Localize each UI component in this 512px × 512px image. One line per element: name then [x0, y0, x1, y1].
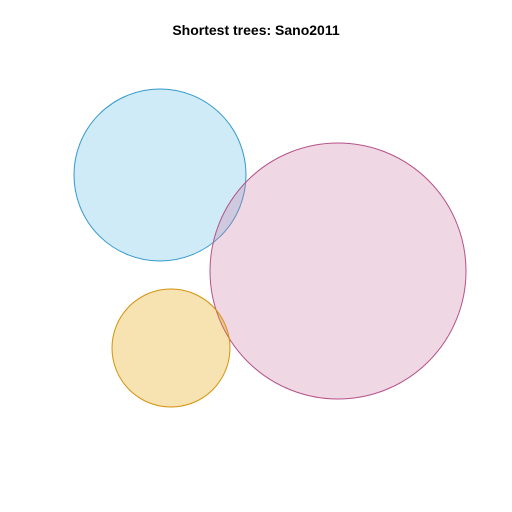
set-pink-circle — [209, 142, 467, 400]
chart-title: Shortest trees: Sano2011 — [172, 22, 340, 38]
set-blue-circle — [73, 88, 247, 262]
set-orange-circle — [111, 288, 231, 408]
